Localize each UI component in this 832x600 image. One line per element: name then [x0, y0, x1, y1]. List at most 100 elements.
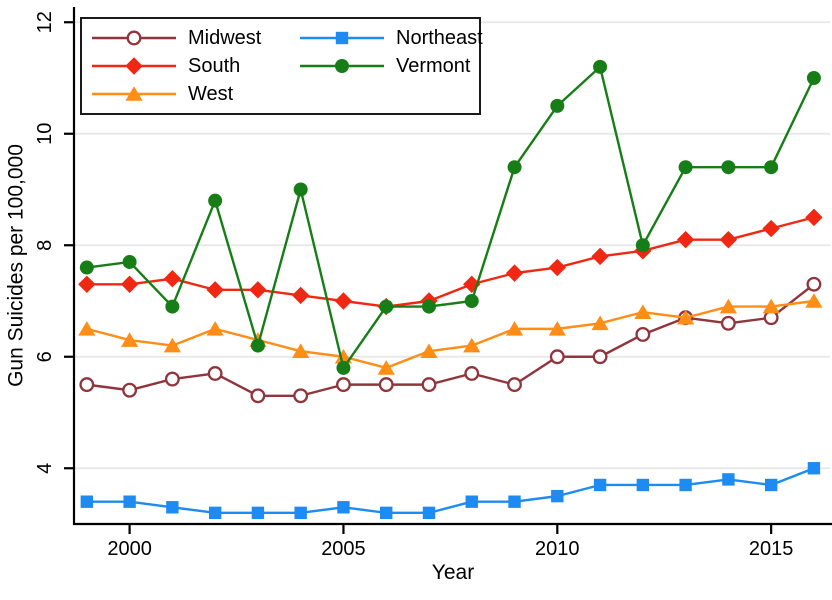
midwest-marker-2000 [122, 382, 138, 398]
midwest-marker-2003 [250, 388, 266, 404]
series-vermont [79, 59, 821, 375]
midwest-marker-2004 [293, 388, 309, 404]
vermont-marker-2007 [421, 299, 436, 314]
northeast-marker-2003 [251, 506, 265, 520]
northeast-marker-1999 [80, 495, 94, 508]
vermont-marker-2001 [165, 299, 180, 314]
midwest-marker-2008 [464, 366, 480, 381]
northeast-marker-2005 [337, 501, 350, 514]
west-line [86, 299, 815, 370]
south-marker-2015 [762, 219, 780, 238]
midwest-marker-2005 [336, 377, 351, 393]
south-marker-2005 [334, 292, 353, 310]
northeast-marker-2016 [807, 462, 821, 475]
northeast-marker-2001 [166, 501, 179, 514]
west-marker-2006 [377, 360, 395, 375]
south-marker-2014 [719, 230, 738, 249]
south-marker-2016 [805, 208, 823, 227]
northeast-marker-2014 [722, 473, 735, 486]
series-south [78, 208, 823, 316]
south-marker-2003 [249, 281, 267, 299]
vermont-marker-2015 [764, 160, 779, 175]
south-marker-2002 [206, 281, 224, 299]
vermont-legend-swatch [300, 59, 384, 73]
south-marker-1999 [78, 275, 96, 293]
vermont-marker-2014 [721, 160, 736, 175]
west-marker-2011 [591, 315, 609, 331]
west-marker-2002 [206, 321, 224, 336]
y-tick-label-6: 6 [34, 351, 56, 362]
west-marker-2015 [762, 298, 780, 314]
midwest-legend-swatch [92, 30, 176, 46]
northeast-legend-swatch [300, 31, 384, 45]
vermont-marker-2004 [293, 182, 308, 197]
northeast-marker-2009 [508, 495, 521, 508]
south-marker-2009 [505, 264, 524, 282]
legend-item-northeast: Northeast [300, 25, 483, 51]
vermont-marker-2002 [208, 193, 223, 208]
west-marker-2007 [420, 343, 438, 358]
midwest-marker-2002 [207, 366, 223, 381]
northeast-marker-2006 [380, 506, 393, 520]
west-marker-2012 [634, 304, 652, 319]
west-legend-swatch [92, 86, 176, 101]
west-legend-marker [125, 86, 143, 101]
west-marker-1999 [78, 321, 96, 336]
south-marker-2011 [591, 247, 609, 266]
midwest-marker-2010 [549, 349, 565, 365]
legend-item-vermont: Vermont [300, 53, 483, 79]
midwest-legend-marker [126, 30, 142, 46]
west-marker-2001 [163, 337, 181, 353]
vermont-marker-2012 [635, 238, 650, 253]
vermont-marker-2000 [122, 254, 137, 269]
legend-item-south: South [92, 53, 300, 79]
vermont-marker-2008 [464, 294, 479, 308]
x-tick-label-2000: 2000 [107, 538, 152, 560]
midwest-marker-2011 [592, 349, 608, 365]
south-legend-marker [125, 57, 143, 75]
y-tick-label-12: 12 [34, 11, 56, 33]
west-marker-2014 [719, 298, 737, 314]
south-line [86, 216, 815, 308]
vermont-marker-2009 [507, 160, 522, 175]
series-west [78, 293, 823, 375]
northeast-legend-marker [335, 31, 349, 45]
midwest-line [86, 283, 815, 397]
vermont-marker-2003 [250, 338, 265, 353]
northeast-marker-2013 [679, 478, 692, 492]
x-axis-title: Year [432, 561, 474, 584]
legend-item-midwest: Midwest [92, 25, 300, 51]
west-marker-2008 [463, 337, 481, 353]
west-marker-2004 [292, 343, 310, 358]
y-tick-label-10: 10 [34, 123, 56, 145]
midwest-marker-2012 [635, 327, 651, 342]
northeast-marker-2004 [294, 506, 307, 520]
south-marker-2004 [291, 286, 310, 305]
northeast-marker-2002 [208, 506, 222, 520]
northeast-marker-2007 [422, 506, 436, 520]
midwest-marker-1999 [79, 377, 95, 393]
vermont-line [86, 65, 816, 370]
series-northeast [80, 462, 821, 520]
legend-label-vermont: Vermont [396, 55, 471, 77]
vermont-legend-marker [335, 59, 349, 73]
y-tick-label-4: 4 [34, 463, 56, 474]
legend-item-west: West [92, 81, 300, 107]
northeast-marker-2008 [465, 495, 478, 508]
series-midwest [79, 276, 822, 404]
northeast-marker-2015 [764, 478, 778, 492]
y-tick-label-8: 8 [34, 240, 56, 251]
x-tick-label-2015: 2015 [749, 538, 794, 560]
northeast-marker-2012 [636, 478, 650, 492]
legend-label-northeast: Northeast [396, 27, 483, 49]
legend-label-midwest: Midwest [188, 27, 262, 49]
x-tick-label-2005: 2005 [321, 538, 366, 560]
midwest-marker-2007 [421, 377, 437, 393]
vermont-marker-1999 [79, 260, 94, 275]
west-marker-2010 [548, 321, 566, 336]
legend-label-south: South [188, 55, 241, 77]
west-marker-2009 [505, 321, 524, 336]
west-marker-2000 [121, 332, 139, 347]
